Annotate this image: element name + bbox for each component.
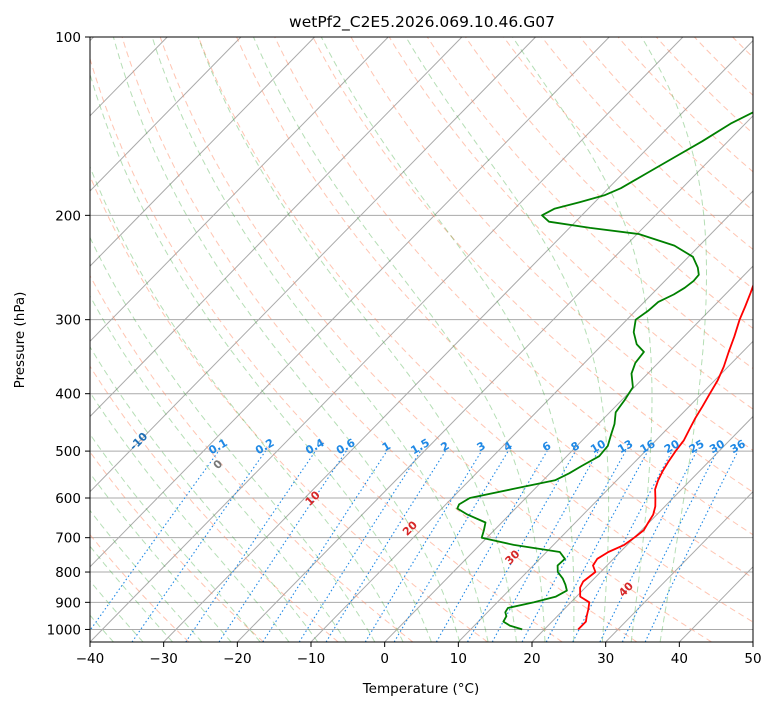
background-lines [90,37,775,642]
moist-adiabat [641,37,707,642]
isotherm-line [310,190,753,642]
moist-adiabat [90,236,376,642]
isotherm-line [457,340,753,642]
mixing-ratio-line [467,450,577,642]
dry-adiabat [426,37,753,370]
dry-adiabat [90,365,339,642]
moist-adiabat [90,345,319,642]
x-tick-label: −10 [297,651,326,667]
y-tick-label: 1000 [47,622,81,638]
moist-adiabats [90,37,707,642]
mixing-ratio-line [545,450,649,642]
mixing-ratio-line [262,450,388,642]
mixing-ratio-line [521,450,627,642]
isotherm-line [752,641,753,642]
isotherm-line [90,37,536,493]
x-tick-label: 10 [450,651,467,667]
dewpoint-line [456,111,753,631]
moist-adiabat [512,37,653,642]
dry-adiabat [350,37,753,451]
dry-adiabat [771,37,775,642]
y-tick-label: 100 [55,30,81,46]
isotherm-line [90,37,389,343]
y-tick-label: 400 [55,387,81,403]
x-tick-label: −30 [149,651,178,667]
mixing-ratio-line [218,450,347,642]
y-tick-label: 700 [55,531,81,547]
chart-title: wetPf2_C2E5.2026.069.10.46.G07 [289,13,555,32]
x-tick-label: −40 [76,651,105,667]
y-tick-label: 200 [55,208,81,224]
y-tick-label: 800 [55,565,81,581]
isotherm-line [163,39,753,642]
x-tick-label: 50 [744,651,761,667]
isotherm-line [236,115,753,642]
mixing-ratio-line [364,450,483,642]
dry-adiabat [90,57,563,642]
moist-adiabat [90,72,432,642]
x-tick-label: 0 [380,651,389,667]
isotherm-line [605,490,753,642]
moist-adiabat [90,295,347,642]
x-tick-label: −20 [223,651,252,667]
y-tick-label: 900 [55,595,81,611]
mixing-ratio-line [185,450,316,642]
moist-adiabat [90,433,261,642]
isobar-grid [90,37,753,630]
moist-adiabat [197,37,517,642]
plot-frame [89,36,754,643]
isotherm-line [90,37,684,642]
isotherm-line [384,265,753,642]
dry-adiabat [90,451,264,642]
mixing-ratio-lines [90,450,739,642]
mixing-ratio-line [90,450,220,632]
dry-adiabat [388,37,753,410]
mixing-ratio-line [599,450,698,642]
dry-adiabat [312,37,753,493]
mixing-ratio-line [298,450,422,642]
x-tick-label: 40 [671,651,688,667]
isotherm-line [90,37,315,267]
moist-adiabat [112,37,461,642]
moist-adiabat [151,37,489,642]
y-axis-label: Pressure (hPa) [12,292,28,389]
isotherm-line [90,37,463,418]
x-axis-label: Temperature (°C) [362,681,480,697]
mixing-ratio-line [621,450,718,642]
x-tick-label: 30 [597,651,614,667]
plot-area [90,37,753,642]
dry-adiabat [90,175,488,642]
y-tick-label: 300 [55,313,81,329]
x-tick-label: 20 [523,651,540,667]
isotherm-line [90,37,242,192]
isotherm-line [90,37,610,568]
dry-adiabat [121,37,638,642]
y-tick-label: 500 [55,444,81,460]
moist-adiabat [405,37,610,642]
moist-adiabat [90,391,290,642]
y-axis: 100 200 300 400 500 600 700 800 900 1000 [47,30,90,638]
dry-adiabat [159,37,712,642]
dry-adiabat [90,274,414,642]
mixing-ratio-line [131,450,266,642]
y-tick-label: 600 [55,491,81,507]
mixing-ratio-line [491,450,599,642]
moist-adiabat [90,472,232,642]
dry-adiabats [90,37,775,642]
moist-adiabat [320,37,575,642]
temperature-line [577,283,753,631]
sounding-series [456,111,753,631]
dry-adiabat [274,37,753,536]
x-axis: −40 −30 −20 −10 0 10 20 30 40 50 [76,642,762,667]
dry-adiabat [236,37,753,579]
moist-adiabat [90,165,404,642]
dry-adiabat [197,37,753,623]
